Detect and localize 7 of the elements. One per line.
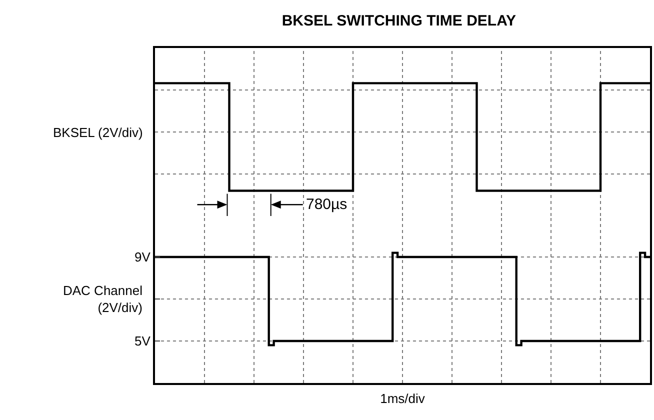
y-axis-title: BKSEL (2V/div) [53,125,143,140]
annotation: 780µs [306,196,348,213]
y-tick-label: 5V [134,334,151,349]
y-axis-title: DAC Channel (2V/div) [63,283,143,315]
x-axis-title: 1ms/div [380,391,426,406]
chart-title: BKSEL SWITCHING TIME DELAY [282,12,516,30]
y-tick-label: 9V [134,250,151,265]
